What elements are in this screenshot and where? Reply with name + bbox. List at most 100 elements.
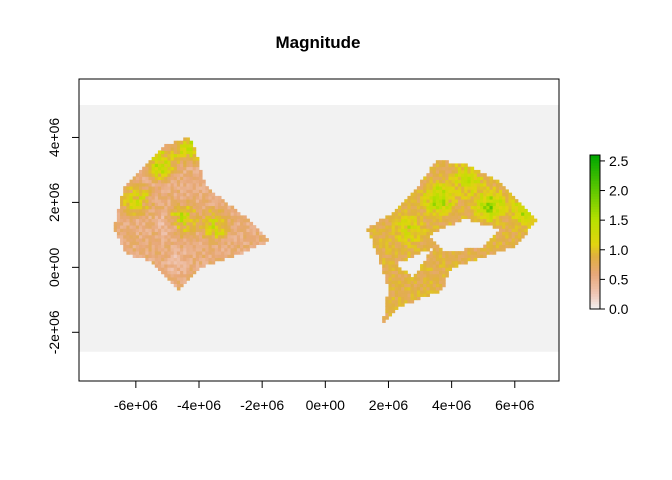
raster-cell <box>502 199 506 203</box>
raster-cell <box>174 251 178 255</box>
raster-cell <box>414 222 418 226</box>
raster-cell <box>442 160 446 164</box>
raster-cell <box>158 199 162 203</box>
raster-cell <box>442 199 446 203</box>
raster-cell <box>167 209 171 213</box>
raster-cell <box>186 219 190 223</box>
raster-cell <box>433 180 437 184</box>
raster-cell <box>455 215 459 219</box>
raster-cell <box>205 225 209 229</box>
raster-cell <box>215 199 219 203</box>
raster-cell <box>423 222 427 226</box>
raster-cell <box>164 163 168 167</box>
raster-cell <box>464 196 468 200</box>
raster-cell <box>395 228 399 232</box>
raster-cell <box>155 160 159 164</box>
raster-cell <box>417 206 421 210</box>
raster-cell <box>382 316 386 320</box>
raster-cell <box>442 196 446 200</box>
raster-cell <box>208 202 212 206</box>
raster-cell <box>120 235 124 239</box>
raster-cell <box>512 215 516 219</box>
raster-cell <box>512 199 516 203</box>
raster-cell <box>392 232 396 236</box>
raster-cell <box>439 206 443 210</box>
raster-cell <box>155 215 159 219</box>
raster-cell <box>515 225 519 229</box>
raster-cell <box>426 225 430 229</box>
raster-cell <box>430 290 434 294</box>
raster-cell <box>171 215 175 219</box>
raster-cell <box>158 238 162 242</box>
raster-cell <box>436 277 440 281</box>
raster-cell <box>458 254 462 258</box>
raster-cell <box>404 258 408 262</box>
raster-cell <box>423 186 427 190</box>
raster-cell <box>218 254 222 258</box>
raster-cell <box>167 167 171 171</box>
raster-cell <box>414 215 418 219</box>
raster-cell <box>407 228 411 232</box>
raster-cell <box>180 219 184 223</box>
raster-cell <box>483 254 487 258</box>
raster-cell <box>379 245 383 249</box>
raster-cell <box>196 215 200 219</box>
raster-cell <box>161 163 165 167</box>
raster-cell <box>502 193 506 197</box>
raster-cell <box>436 173 440 177</box>
raster-cell <box>496 225 500 229</box>
raster-cell <box>231 225 235 229</box>
raster-cell <box>145 254 149 258</box>
raster-cell <box>186 144 190 148</box>
raster-cell <box>433 222 437 226</box>
raster-cell <box>202 235 206 239</box>
raster-cell <box>505 238 509 242</box>
raster-cell <box>423 206 427 210</box>
raster-cell <box>461 170 465 174</box>
raster-cell <box>490 251 494 255</box>
raster-cell <box>395 284 399 288</box>
raster-cell <box>411 300 415 304</box>
raster-cell <box>180 147 184 151</box>
raster-cell <box>193 173 197 177</box>
raster-cell <box>183 245 187 249</box>
raster-cell <box>411 254 415 258</box>
raster-cell <box>190 202 194 206</box>
raster-cell <box>123 232 127 236</box>
raster-cell <box>486 215 490 219</box>
raster-cell <box>448 254 452 258</box>
raster-cell <box>218 199 222 203</box>
raster-cell <box>420 290 424 294</box>
raster-cell <box>499 225 503 229</box>
raster-cell <box>120 225 124 229</box>
raster-cell <box>401 293 405 297</box>
raster-cell <box>493 245 497 249</box>
raster-cell <box>439 225 443 229</box>
raster-cell <box>524 225 528 229</box>
raster-cell <box>474 189 478 193</box>
raster-cell <box>177 209 181 213</box>
raster-cell <box>512 235 516 239</box>
raster-cell <box>401 209 405 213</box>
raster-cell <box>196 199 200 203</box>
raster-cell <box>186 157 190 161</box>
raster-cell <box>430 196 434 200</box>
raster-cell <box>417 293 421 297</box>
raster-cell <box>202 196 206 200</box>
raster-cell <box>190 170 194 174</box>
raster-cell <box>480 193 484 197</box>
raster-cell <box>186 186 190 190</box>
raster-cell <box>130 219 134 223</box>
raster-cell <box>231 241 235 245</box>
raster-cell <box>120 238 124 242</box>
raster-cell <box>404 290 408 294</box>
raster-cell <box>123 222 127 226</box>
raster-cell <box>467 189 471 193</box>
raster-cell <box>139 245 143 249</box>
raster-cell <box>136 209 140 213</box>
raster-cell <box>486 196 490 200</box>
raster-cell <box>161 251 165 255</box>
raster-cell <box>155 183 159 187</box>
raster-cell <box>388 290 392 294</box>
raster-cell <box>388 264 392 268</box>
